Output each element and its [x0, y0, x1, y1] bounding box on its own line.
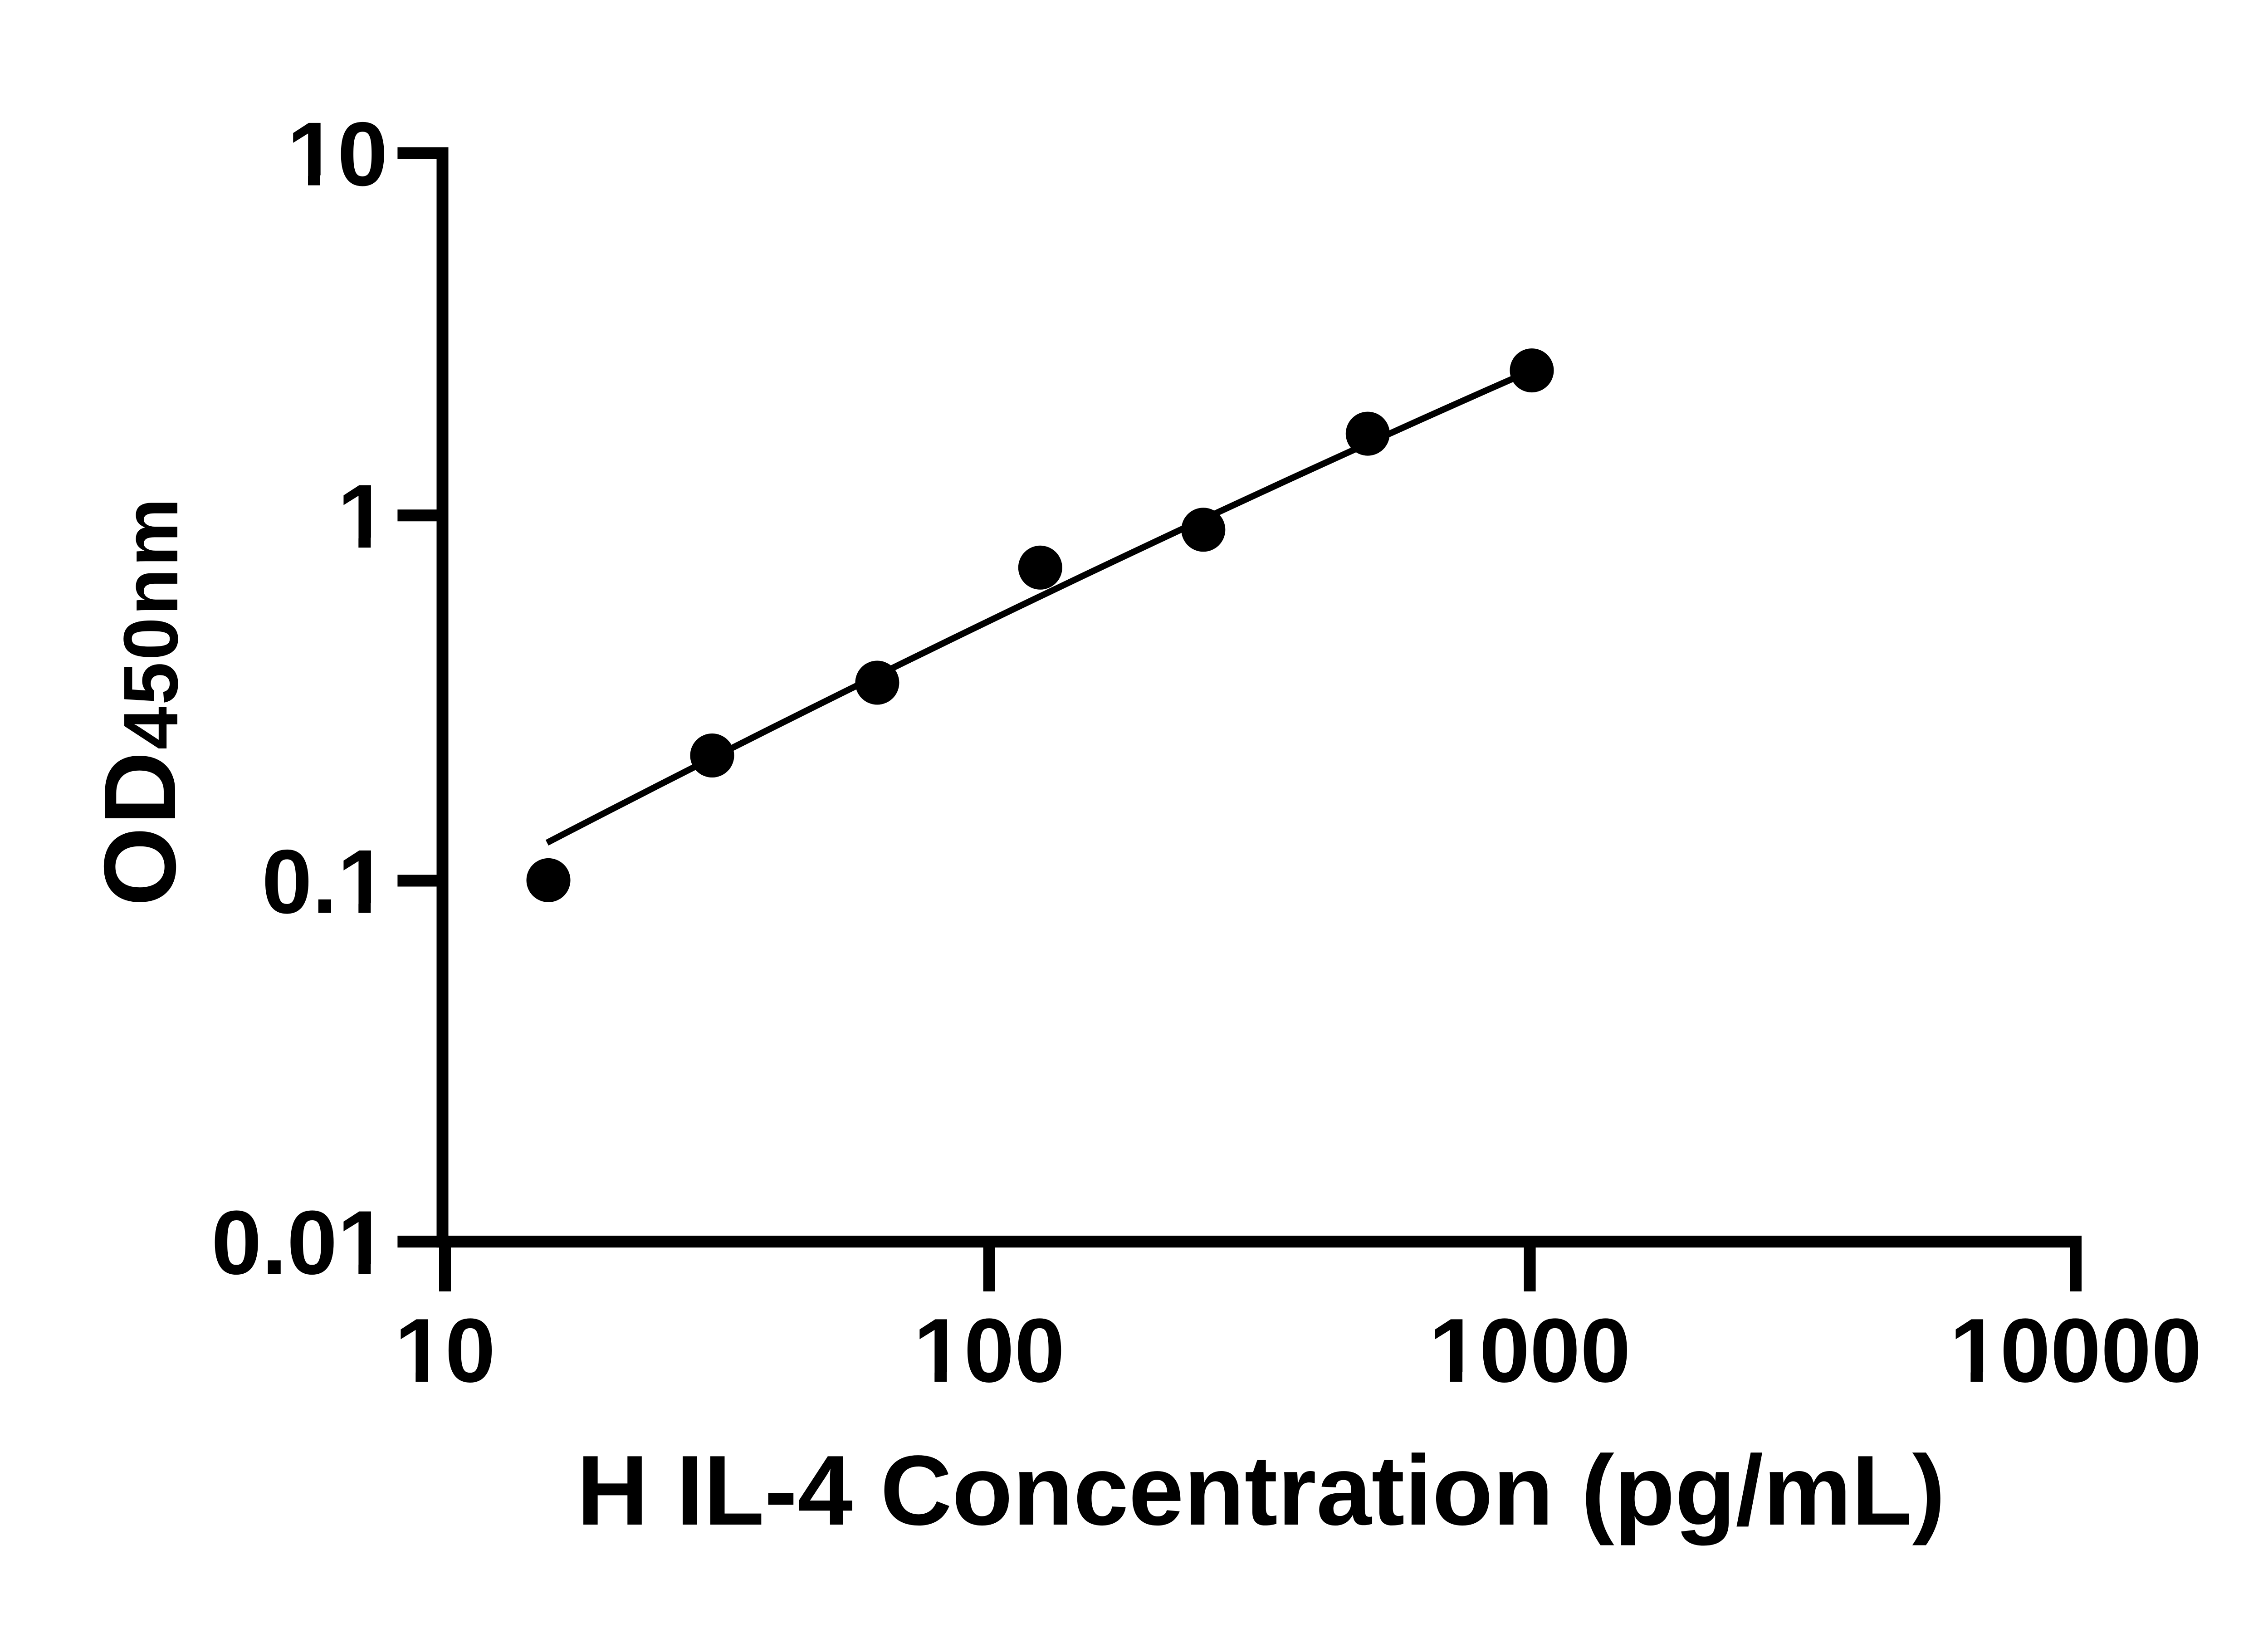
- svg-text:1000: 1000: [1429, 1300, 1631, 1401]
- svg-text:H IL-4 Concentration (pg/mL): H IL-4 Concentration (pg/mL): [577, 1435, 1945, 1546]
- svg-text:0.01: 0.01: [211, 1192, 388, 1293]
- svg-text:100: 100: [914, 1300, 1065, 1401]
- svg-text:10: 10: [395, 1300, 495, 1401]
- svg-text:1: 1: [337, 466, 388, 567]
- svg-text:10: 10: [287, 104, 388, 205]
- svg-text:0.1: 0.1: [262, 831, 388, 933]
- svg-text:10000: 10000: [1950, 1300, 2202, 1401]
